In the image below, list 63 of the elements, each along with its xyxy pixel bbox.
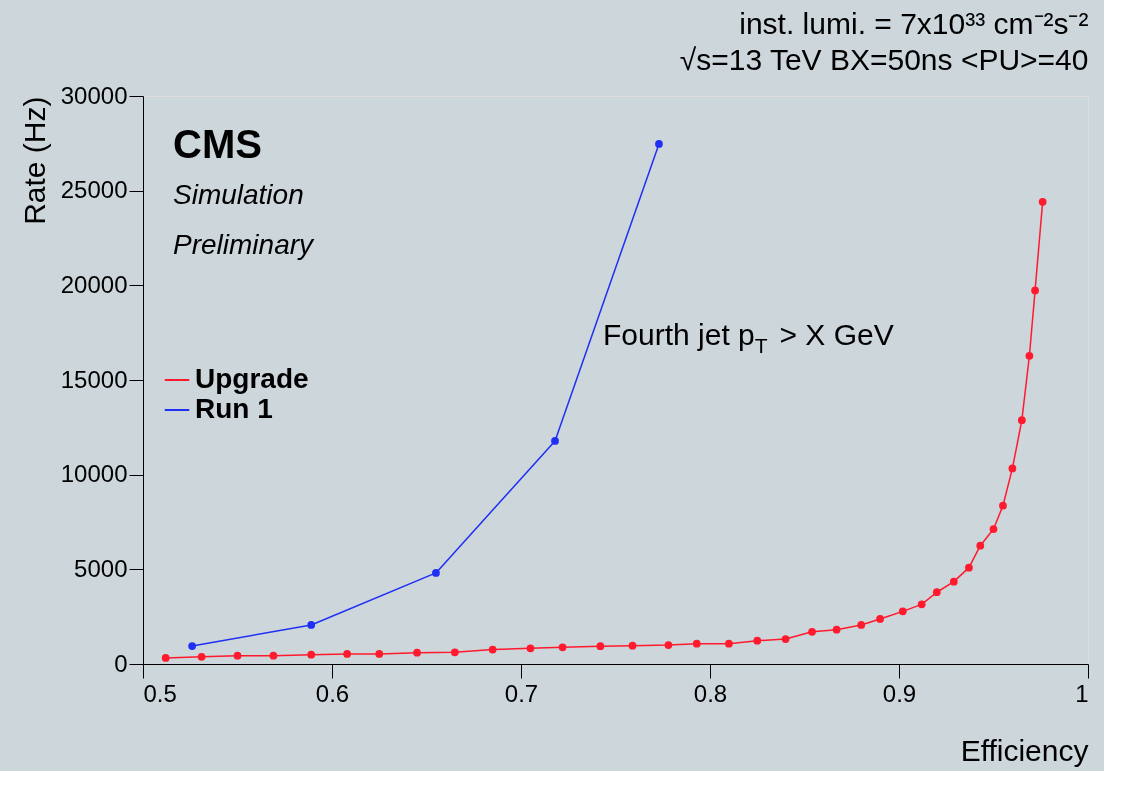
point — [1008, 464, 1017, 473]
point — [664, 641, 673, 649]
point — [999, 501, 1007, 510]
point — [1031, 286, 1039, 295]
legend-label: Upgrade — [195, 363, 309, 394]
x-tick-label: 0.5 — [143, 679, 177, 707]
point — [233, 651, 242, 660]
point — [898, 607, 907, 616]
x-tick-label: 0.6 — [315, 679, 350, 707]
y-axis-title: Rate (Hz) — [17, 96, 51, 225]
y-tick-label: 25000 — [60, 176, 128, 204]
point — [432, 569, 440, 577]
point — [917, 600, 926, 609]
x-tick-label: 0.7 — [504, 679, 539, 707]
point — [558, 643, 567, 652]
point — [965, 563, 973, 572]
point — [526, 644, 535, 653]
point — [488, 645, 497, 654]
x-tick-label: 1 — [1075, 679, 1089, 707]
point — [949, 577, 958, 586]
point — [753, 636, 762, 645]
y-tick-label: 0 — [114, 649, 128, 677]
point — [413, 648, 421, 657]
point — [307, 650, 316, 659]
point — [857, 621, 866, 629]
point — [269, 651, 278, 660]
point — [1038, 197, 1047, 206]
y-tick-label: 20000 — [60, 270, 128, 298]
point — [1025, 351, 1034, 360]
y-tick-label: 30000 — [60, 81, 128, 109]
annotation: CMS — [173, 122, 262, 166]
y-tick-label: 5000 — [74, 554, 128, 582]
annotation: Simulation — [173, 179, 304, 210]
point — [655, 140, 663, 148]
chart-subtitle: √s=13 TeV BX=50ns <PU>=40 — [679, 43, 1089, 76]
y-tick-label: 15000 — [60, 365, 128, 393]
point — [781, 635, 790, 643]
point — [343, 650, 351, 658]
point — [161, 654, 170, 662]
point — [197, 652, 206, 661]
x-tick-label: 0.9 — [882, 679, 917, 707]
point — [876, 615, 884, 623]
point — [307, 621, 316, 629]
point — [725, 639, 733, 648]
point — [628, 641, 637, 650]
point — [1017, 416, 1026, 424]
point — [188, 642, 197, 650]
point — [932, 588, 941, 597]
y-tick-label: 10000 — [60, 460, 128, 488]
point — [692, 639, 701, 648]
x-axis-title: Efficiency — [960, 733, 1089, 767]
x-tick-label: 0.8 — [693, 679, 728, 707]
point — [808, 627, 816, 636]
chart-title: inst. lumi. = 7x10³³ cm⁻²s⁻² — [739, 7, 1089, 40]
annotation: Preliminary — [173, 229, 316, 260]
point — [989, 525, 998, 533]
legend-label: Run 1 — [195, 393, 273, 424]
point — [976, 541, 985, 550]
point — [551, 437, 559, 445]
point — [375, 650, 384, 658]
point — [832, 625, 841, 634]
point — [596, 642, 605, 651]
point — [450, 648, 459, 657]
